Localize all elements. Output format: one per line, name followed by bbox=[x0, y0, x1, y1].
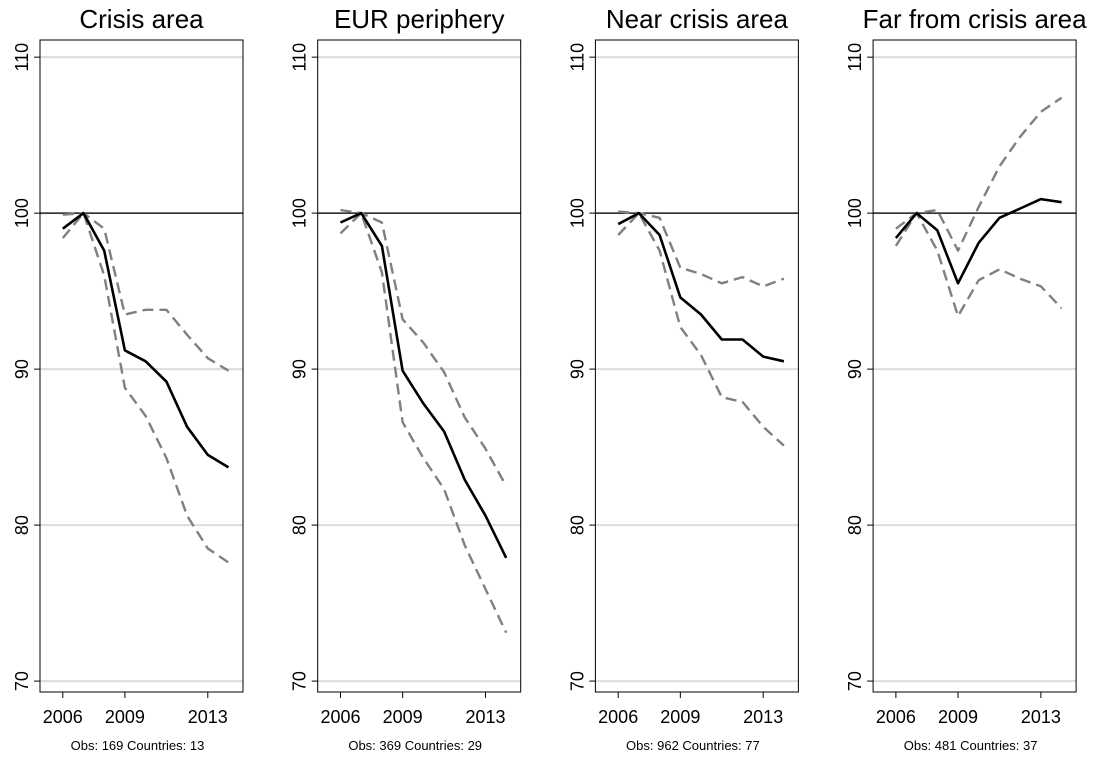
plot-frame bbox=[317, 39, 522, 693]
y-tick-label: 70 bbox=[290, 671, 310, 691]
plot-frame bbox=[872, 39, 1077, 693]
line bbox=[894, 197, 1062, 285]
y-tick-label: 110 bbox=[567, 43, 587, 72]
dashed-line bbox=[339, 211, 508, 634]
y-tick-label: 110 bbox=[12, 43, 32, 72]
line bbox=[62, 211, 230, 469]
y-tick-label: 90 bbox=[567, 359, 587, 379]
panel-title: Near crisis area bbox=[606, 4, 789, 34]
line bbox=[339, 211, 508, 559]
x-tick-label: 2009 bbox=[105, 707, 145, 727]
x-tick-label: 2006 bbox=[320, 707, 360, 727]
y-tick-label: 70 bbox=[12, 671, 32, 691]
x-tick-label: 2013 bbox=[1021, 707, 1061, 727]
panel-title: Crisis area bbox=[79, 4, 204, 34]
y-tick-label: 80 bbox=[12, 515, 32, 535]
dashed-line bbox=[340, 208, 508, 487]
x-tick-label: 2009 bbox=[660, 707, 700, 727]
y-tick-label: 100 bbox=[12, 198, 32, 228]
plot-frame bbox=[594, 39, 799, 693]
y-tick-label: 100 bbox=[845, 198, 865, 228]
y-tick-label: 70 bbox=[845, 671, 865, 691]
plot-frame bbox=[39, 39, 244, 693]
panel-title: Far from crisis area bbox=[863, 4, 1087, 34]
y-tick-label: 100 bbox=[567, 198, 587, 228]
y-tick-label: 80 bbox=[567, 515, 587, 535]
x-tick-label: 2006 bbox=[876, 707, 916, 727]
panel-title: EUR periphery bbox=[334, 4, 505, 34]
y-tick-label: 110 bbox=[845, 43, 865, 72]
y-tick-label: 90 bbox=[290, 359, 310, 379]
dashed-line bbox=[618, 210, 785, 288]
y-tick-label: 80 bbox=[290, 515, 310, 535]
x-tick-label: 2009 bbox=[383, 707, 423, 727]
line bbox=[617, 211, 785, 363]
x-tick-label: 2013 bbox=[188, 707, 228, 727]
y-tick-label: 100 bbox=[290, 198, 310, 228]
panel-note: Obs: 369 Countries: 29 bbox=[348, 738, 482, 753]
dashed-line bbox=[894, 211, 1063, 318]
y-tick-label: 90 bbox=[12, 359, 32, 379]
x-tick-label: 2013 bbox=[743, 707, 783, 727]
x-tick-label: 2013 bbox=[465, 707, 505, 727]
panel-note: Obs: 481 Countries: 37 bbox=[904, 738, 1038, 753]
dashed-line bbox=[62, 211, 230, 372]
y-tick-label: 70 bbox=[567, 671, 587, 691]
y-tick-label: 90 bbox=[845, 359, 865, 379]
dashed-line bbox=[617, 211, 785, 447]
dashed-line bbox=[61, 211, 230, 564]
panel-note: Obs: 169 Countries: 13 bbox=[71, 738, 205, 753]
x-tick-label: 2006 bbox=[598, 707, 638, 727]
dashed-line bbox=[895, 96, 1063, 252]
y-tick-label: 110 bbox=[290, 43, 310, 72]
y-tick-label: 80 bbox=[845, 515, 865, 535]
panel-note: Obs: 962 Countries: 77 bbox=[626, 738, 760, 753]
x-tick-label: 2009 bbox=[938, 707, 978, 727]
x-tick-label: 2006 bbox=[43, 707, 83, 727]
